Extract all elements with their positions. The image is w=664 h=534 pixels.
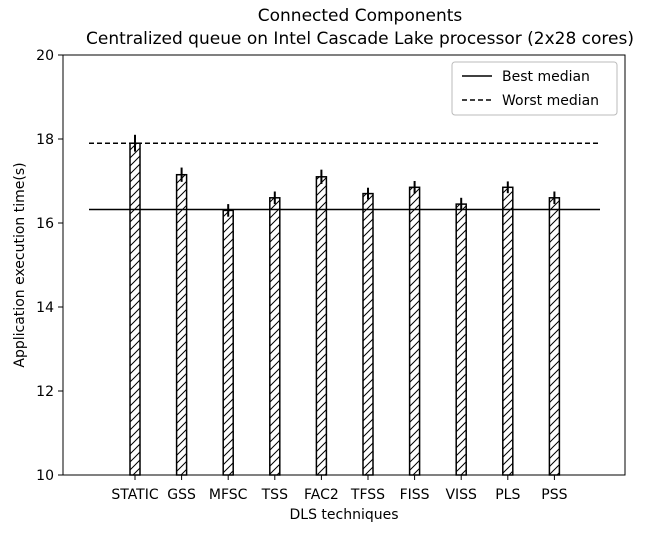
- bar-viss: [455, 203, 467, 476]
- chart-title: Connected Components: [257, 6, 463, 26]
- y-tick-label-18: 18: [36, 132, 54, 148]
- bar-static: [129, 142, 141, 476]
- y-tick-label-16: 16: [36, 216, 54, 232]
- legend-frame: [451, 61, 618, 116]
- plot-frame: [62, 54, 626, 476]
- bar-tss: [269, 197, 281, 476]
- y-tick-label-14: 14: [36, 300, 54, 316]
- bar-mfsc: [222, 209, 234, 476]
- x-tick-label-pss: PSS: [541, 487, 567, 503]
- bar-fiss: [408, 186, 421, 476]
- x-tick-label-viss: VISS: [445, 487, 477, 503]
- x-tick-label-pls: PLS: [495, 487, 520, 503]
- legend-label-worst-median: Worst median: [502, 93, 599, 109]
- y-tick-label-20: 20: [36, 48, 54, 64]
- x-tick-label-tfss: TFSS: [350, 487, 385, 503]
- axes-layer: 10 12 14 16 18 20 STATIC GSS MFSC TSS FAC2 TFSS FISS…: [36, 48, 626, 503]
- y-axis-label: Application execution time(s): [12, 162, 28, 367]
- x-tick-label-fac2: FAC2: [304, 487, 339, 503]
- bar-pss: [548, 197, 561, 476]
- y-tick-label-12: 12: [36, 384, 54, 400]
- x-tick-label-tss: TSS: [261, 487, 288, 503]
- bar-pls: [502, 186, 514, 476]
- bars-layer: [129, 134, 561, 476]
- reference-lines-layer: [89, 142, 600, 211]
- bar-fac2: [315, 176, 328, 476]
- x-tick-label-mfsc: MFSC: [209, 487, 248, 503]
- bar-tfss: [362, 192, 374, 476]
- y-tick-label-10: 10: [36, 468, 54, 484]
- x-tick-label-static: STATIC: [111, 487, 159, 503]
- x-tick-label-fiss: FISS: [400, 487, 430, 503]
- bar-gss: [175, 173, 188, 476]
- legend: Best median Worst median: [451, 61, 618, 116]
- x-axis-label: DLS techniques: [289, 507, 398, 523]
- chart-subtitle: Centralized queue on Intel Cascade Lake …: [85, 29, 634, 49]
- x-tick-label-gss: GSS: [167, 487, 196, 503]
- legend-label-best-median: Best median: [502, 69, 590, 85]
